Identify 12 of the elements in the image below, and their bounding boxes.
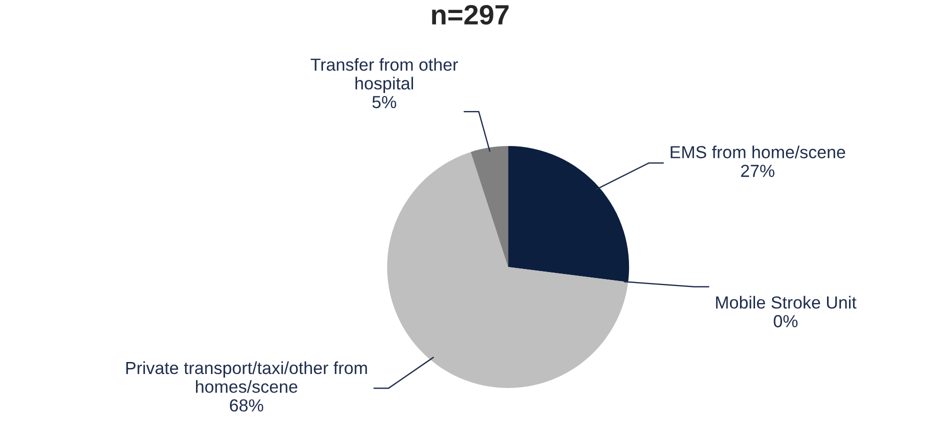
slice-label: Transfer from other hospital: [310, 58, 458, 93]
category-label: Mobile Stroke Unit: [716, 296, 856, 309]
slice-label: EMS from home/scene: [670, 146, 846, 158]
chart-title: n=297: [432, 4, 509, 25]
pie-slice: [508, 146, 630, 282]
pie-slice: [387, 152, 628, 388]
data-label: 5%: [372, 96, 396, 108]
slice-label: Private transport/taxi/other from homes/scene: [126, 361, 367, 393]
text: 0%: [774, 315, 798, 328]
data-label: 68%: [230, 399, 264, 412]
pie-slice: [470, 146, 508, 268]
data-label: 27%: [741, 164, 774, 177]
